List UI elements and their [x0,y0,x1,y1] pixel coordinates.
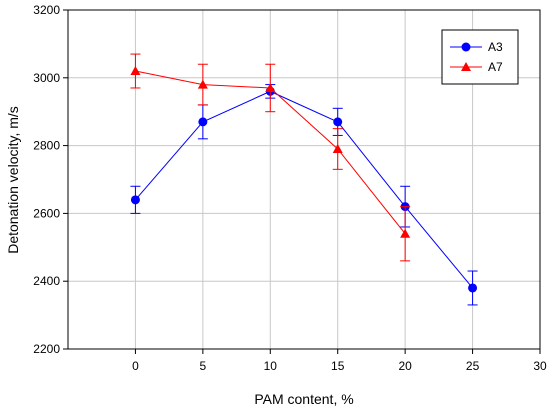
data-point-a3 [468,283,478,293]
series-line-a3 [135,90,473,289]
data-point-a3 [198,117,208,127]
y-tick-label: 2800 [33,139,60,153]
data-point-a7 [197,79,208,89]
series-a7 [130,53,411,262]
series-layer [130,53,478,306]
legend-box [441,29,519,85]
data-point-a3 [130,195,140,205]
y-axis-title: Detonation velocity, m/s [5,106,21,254]
x-tick-label: 15 [331,359,345,373]
legend-label-a7: A7 [488,60,503,74]
y-tick-label: 3000 [33,71,60,85]
x-tick-label: 30 [533,359,547,373]
y-tick-label: 3200 [33,3,60,17]
y-tick-label: 2600 [33,206,60,220]
legend-label-a3: A3 [488,40,503,54]
x-tick-label: 5 [200,359,207,373]
x-tick-label: 20 [398,359,412,373]
plot-frame [67,9,541,350]
x-tick-label: 0 [132,359,139,373]
x-tick-label: 10 [264,359,278,373]
data-point-a3 [333,117,343,127]
legend-marker-a3 [461,42,471,52]
x-axis-title: PAM content, % [254,391,353,407]
y-tick-label: 2400 [33,274,60,288]
x-tick-label: 25 [466,359,480,373]
y-tick-label: 2200 [33,342,60,356]
tick-layer: 0 5 10 15 20 25 30 2200 2400 2600 2800 3000 3200 [33,3,547,373]
data-point-a7 [130,66,141,76]
data-point-a7 [265,82,276,92]
data-point-a7 [400,228,411,238]
data-point-a7 [332,143,343,153]
legend-marker-a7 [461,62,471,71]
legend: A3 A7 [441,29,519,85]
